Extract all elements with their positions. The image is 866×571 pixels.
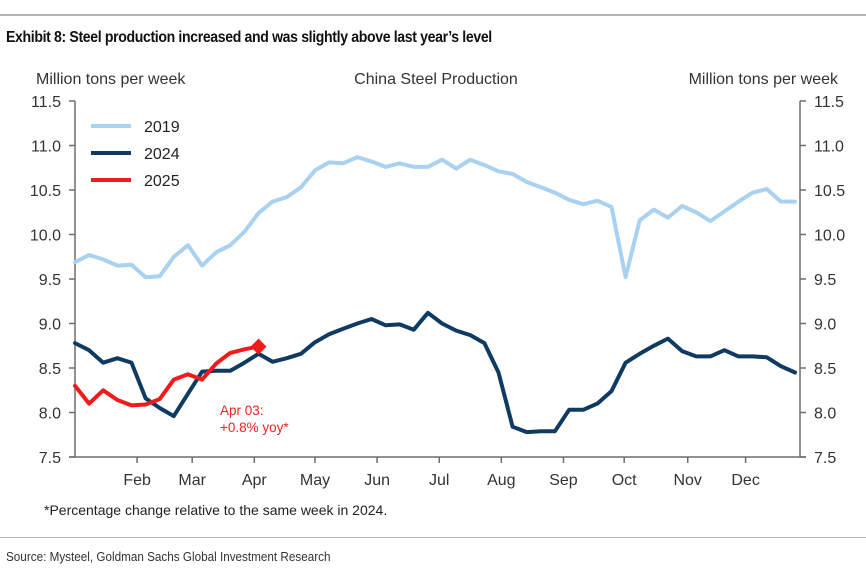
right-y-tick-label: 10.5: [814, 183, 845, 200]
series-line-2025: [73, 344, 261, 408]
x-tick-label-apr: Apr: [242, 472, 268, 489]
right-y-tick-label: 9.5: [814, 272, 836, 289]
left-y-tick-label: 9.5: [39, 272, 61, 289]
right-y-tick-label: 9.0: [814, 317, 836, 334]
x-tick-label-aug: Aug: [487, 472, 515, 489]
left-axis-unit-label: Million tons per week: [36, 71, 186, 88]
left-y-tick-label: 8.5: [39, 361, 61, 378]
axes: 7.5 7.5 8.0 8.0 8.5 8.5 9.0 9.0 9.5 9.5 10.0 10.0 10…: [30, 94, 845, 489]
left-y-tick-label: 7.5: [39, 450, 61, 467]
legend: 2019 2024 2025: [91, 119, 180, 190]
left-y-tick-label: 11.0: [31, 139, 61, 156]
annotation-text-line: +0.8% yoy*: [220, 420, 289, 435]
right-y-tick-label: 8.5: [814, 361, 836, 378]
x-tick-label-feb: Feb: [123, 472, 151, 489]
left-y-tick-label: 10.5: [30, 183, 61, 200]
x-tick-label-may: May: [300, 472, 330, 489]
right-y-tick-label: 7.5: [814, 450, 836, 467]
right-axis-unit-label: Million tons per week: [689, 71, 839, 88]
series-layer: [73, 155, 797, 435]
right-y-tick-label: 10.0: [814, 228, 845, 245]
annotation-layer: Apr 03: +0.8% yoy*: [220, 338, 289, 435]
legend-label-2019: 2019: [144, 119, 180, 136]
x-tick-label-dec: Dec: [731, 472, 759, 489]
footnote: *Percentage change relative to the same …: [44, 502, 388, 518]
chart-title: China Steel Production: [354, 71, 518, 88]
left-y-tick-label: 9.0: [39, 317, 61, 334]
annotation-text-line: Apr 03:: [220, 403, 264, 418]
x-tick-label-nov: Nov: [673, 472, 701, 489]
legend-label-2024: 2024: [144, 146, 180, 163]
left-y-tick-label: 8.0: [39, 406, 61, 423]
x-tick-label-mar: Mar: [178, 472, 206, 489]
annotation-diamond-marker: [250, 338, 267, 355]
exhibit-title: Exhibit 8: Steel production increased an…: [6, 29, 492, 46]
source-note: Source: Mysteel, Goldman Sachs Global In…: [6, 549, 331, 564]
x-tick-label-sep: Sep: [549, 472, 578, 489]
right-y-tick-label: 11.0: [814, 139, 844, 156]
series-line-2024: [73, 310, 797, 435]
x-tick-label-jun: Jun: [364, 472, 390, 489]
bottom-divider: [0, 537, 866, 538]
x-tick-label-jul: Jul: [429, 472, 449, 489]
x-tick-label-oct: Oct: [612, 472, 637, 489]
right-y-tick-label: 11.5: [814, 94, 844, 111]
top-divider: [0, 14, 866, 16]
left-y-tick-label: 10.0: [30, 228, 61, 245]
legend-label-2025: 2025: [144, 173, 180, 190]
series-line-2019: [73, 155, 797, 280]
left-y-tick-label: 11.5: [31, 94, 61, 111]
right-y-tick-label: 8.0: [814, 406, 836, 423]
